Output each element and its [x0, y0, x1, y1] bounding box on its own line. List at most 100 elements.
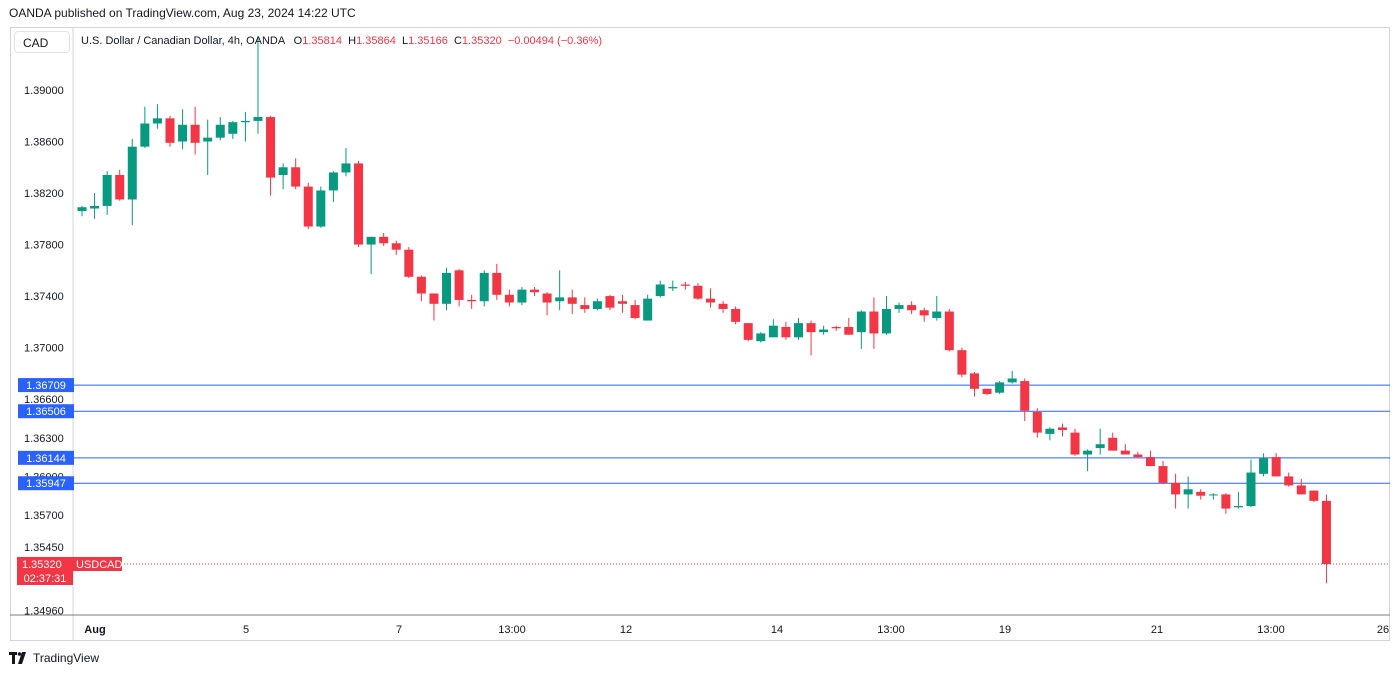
candle-up [668, 287, 678, 289]
candle-up [127, 146, 137, 200]
price-tick-label: 1.37000 [24, 343, 64, 355]
candle-down [1133, 454, 1143, 458]
countdown-badge [17, 570, 73, 585]
candle-down [492, 272, 502, 295]
candle-down [1296, 485, 1306, 495]
candle-down [743, 323, 753, 340]
price-tick-label: 1.39000 [24, 85, 64, 97]
candle-up [1095, 444, 1105, 449]
candle-up [1083, 450, 1093, 455]
candle-down [391, 243, 401, 250]
price-tick-label: 1.38600 [24, 137, 64, 149]
candle-up [278, 167, 288, 176]
price-tick-label: 1.36300 [24, 433, 64, 445]
candle-up [442, 272, 452, 304]
candle-down [1321, 500, 1331, 564]
candle-down [781, 326, 791, 338]
footer-brand[interactable]: TradingView [9, 651, 99, 665]
candle-up [328, 172, 338, 191]
chart-frame [10, 27, 1390, 641]
candle-down [354, 163, 364, 245]
level-price-badge [18, 476, 74, 491]
candle-up [1183, 489, 1193, 495]
candle-up [1246, 472, 1256, 507]
level-price-label: 1.35947 [26, 478, 66, 490]
time-tick-label: 14 [771, 624, 783, 636]
candle-up [479, 272, 489, 302]
time-tick-label: 19 [999, 624, 1011, 636]
candle-up [881, 308, 891, 334]
candle-up [152, 118, 162, 124]
time-tick-label: 12 [620, 624, 632, 636]
price-tick-label: 1.38200 [24, 188, 64, 200]
candle-down [429, 293, 439, 304]
symbol-title: U.S. Dollar / Canadian Dollar, 4h, OANDA [81, 35, 285, 47]
candle-up [203, 137, 213, 142]
candle-down [630, 305, 640, 318]
symbol-legend: U.S. Dollar / Canadian Dollar, 4h, OANDA… [81, 35, 602, 47]
open-value: 1.35814 [302, 35, 342, 47]
candle-up [240, 120, 250, 123]
candle-up [140, 123, 150, 147]
candle-up [793, 323, 803, 338]
candle-down [1145, 457, 1155, 467]
candle-down [416, 276, 426, 294]
candle-down [806, 323, 816, 333]
candle-down [303, 186, 313, 227]
candle-down [504, 294, 514, 303]
level-price-badge [18, 450, 74, 465]
level-price-label: 1.36709 [26, 380, 66, 392]
low-key: L [401, 35, 409, 47]
candle-up [592, 301, 602, 309]
candle-up [366, 236, 376, 245]
candle-down [115, 175, 125, 200]
candle-down [693, 285, 703, 299]
close-key: C [453, 35, 462, 47]
candle-down [907, 305, 917, 311]
currency-button[interactable]: CAD [14, 31, 70, 53]
candle-up [555, 297, 565, 302]
time-axis: Aug 5 7 13:00 12 14 13:00 19 21 13:00 26 [10, 614, 1390, 636]
time-tick-label: 13:00 [877, 624, 905, 636]
low-value: 1.35166 [408, 35, 448, 47]
close-value: 1.35320 [461, 35, 502, 47]
candle-down [1171, 482, 1181, 495]
candle-up [517, 289, 527, 303]
candle-down [454, 270, 464, 300]
candle-down [1057, 427, 1067, 431]
countdown-label: 02:37:31 [24, 573, 67, 585]
candle-down [969, 373, 979, 389]
candle-up [253, 117, 263, 121]
candle-up [77, 207, 87, 212]
candle-down [190, 124, 200, 143]
candle-down [542, 293, 552, 303]
candle-down [1020, 381, 1030, 411]
candle-up [215, 124, 225, 138]
candle-down [831, 326, 841, 329]
price-tick-label: 1.34960 [24, 605, 64, 617]
price-tick-label: 1.37400 [24, 291, 64, 303]
candle-up [1233, 506, 1243, 508]
candle-up [756, 333, 766, 342]
time-tick-label: 7 [396, 624, 402, 636]
candle-down [1108, 437, 1118, 451]
price-axis: 1.39000 1.38600 1.38200 1.37800 1.37400 1.370… [24, 27, 74, 641]
high-value: 1.35864 [356, 35, 396, 47]
price-tick-label: 1.35450 [24, 542, 64, 554]
candle-down [1284, 476, 1294, 486]
tradingview-logo-icon [9, 652, 26, 664]
level-price-badge [18, 404, 74, 419]
candle-up [1259, 458, 1269, 474]
candle-down [291, 167, 301, 187]
candle-down [467, 299, 477, 302]
publish-info: OANDA published on TradingView.com, Aug … [9, 6, 356, 20]
ohlc-values: O1.35814 H1.35864 L1.35166 C1.35320 −0.0… [294, 35, 602, 47]
candle-down [567, 297, 577, 304]
candle-down [982, 388, 992, 394]
candle-down [957, 350, 967, 375]
candle-up [178, 124, 188, 142]
candle-up [90, 205, 100, 209]
level-price-label: 1.36506 [26, 406, 66, 418]
candle-down [706, 298, 715, 303]
